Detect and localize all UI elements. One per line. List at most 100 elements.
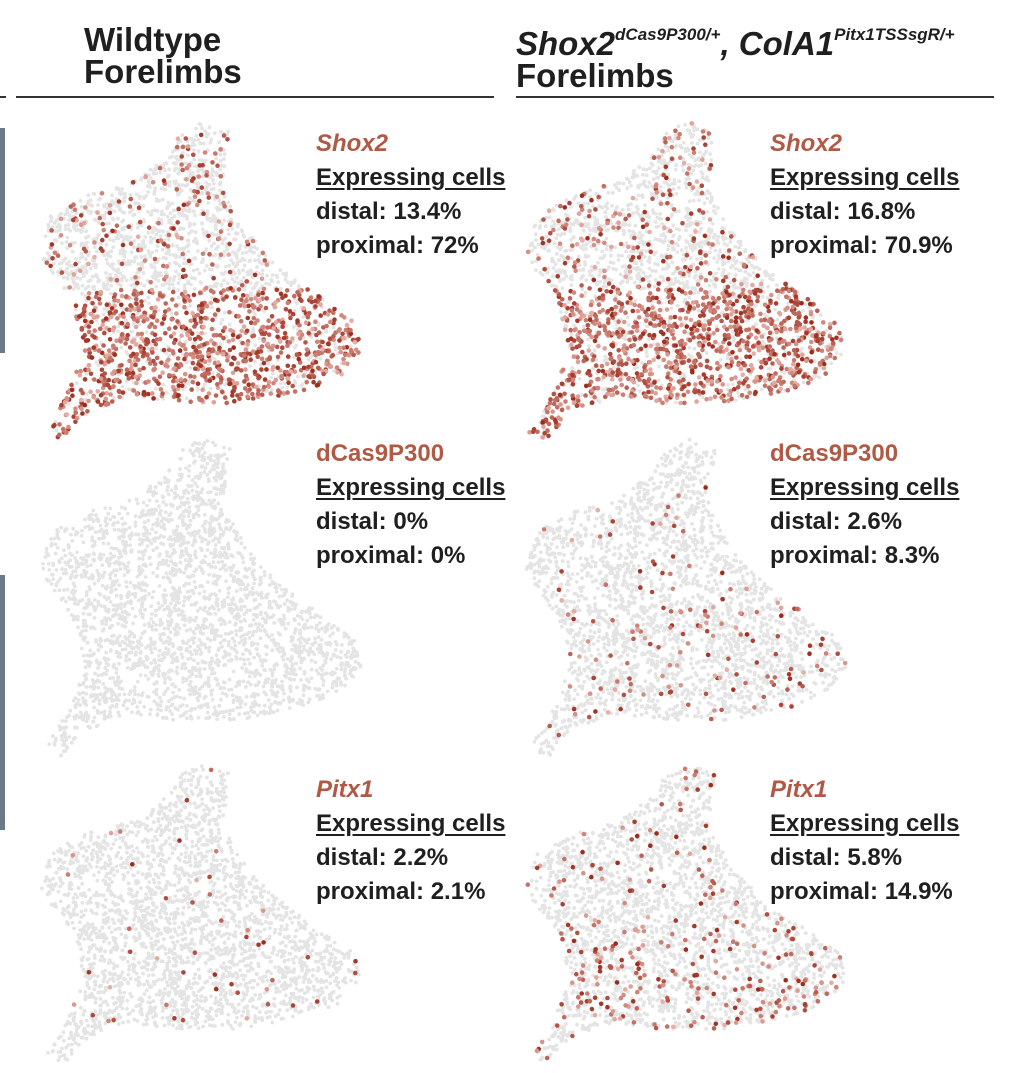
cell-point: [332, 317, 337, 322]
cell-point: [66, 402, 71, 407]
cell-point: [725, 356, 730, 361]
cell-point: [239, 283, 245, 288]
cell-point: [589, 197, 594, 203]
cell-point: [799, 300, 804, 306]
cell-point: [665, 200, 670, 206]
cell-point: [178, 377, 184, 382]
cell-point: [264, 281, 268, 286]
cell-point: [176, 397, 182, 403]
cell-point: [720, 273, 725, 277]
cell-point: [714, 315, 719, 320]
cell-point: [572, 323, 576, 328]
cell-point: [292, 389, 298, 394]
title-mutant-gene2: ColA1: [738, 25, 835, 62]
cell-point: [160, 247, 165, 252]
cell-point: [211, 290, 216, 295]
cell-point: [762, 270, 767, 274]
cell-point: [86, 284, 91, 289]
cell-point: [114, 223, 120, 228]
cell-point: [585, 323, 591, 328]
cell-point: [710, 296, 716, 301]
cell-point: [636, 193, 641, 198]
cell-point: [245, 342, 250, 347]
cell-point: [319, 350, 325, 355]
cell-point: [669, 306, 674, 311]
cell-point: [682, 341, 688, 347]
cell-cloud: [41, 122, 359, 433]
cell-point: [180, 251, 185, 257]
cell-point: [171, 394, 177, 400]
cell-point: [189, 387, 194, 392]
cell-point: [613, 294, 618, 299]
cell-point: [90, 313, 96, 319]
cell-point: [596, 343, 601, 349]
cell-point: [79, 406, 84, 412]
cell-point: [332, 306, 337, 312]
cell-point: [689, 331, 694, 336]
cell-point: [197, 163, 203, 168]
cell-point: [136, 305, 141, 310]
cell-point: [626, 207, 631, 212]
cell-point: [213, 225, 218, 230]
cell-point: [738, 344, 743, 349]
cell-point: [291, 364, 297, 369]
cell-point: [691, 335, 696, 340]
cell-point: [109, 314, 114, 320]
cell-point: [676, 124, 681, 129]
cell-point: [101, 214, 106, 219]
cell-point: [654, 269, 658, 273]
cell-point: [337, 338, 342, 343]
cell-point: [631, 324, 636, 330]
cell-point: [674, 143, 679, 148]
cell-point: [109, 283, 114, 288]
cell-point: [316, 294, 322, 299]
cell-point: [49, 219, 53, 224]
cell-point: [700, 395, 705, 400]
cell-point: [284, 288, 290, 293]
cell-point: [707, 217, 713, 222]
cell-point: [819, 336, 825, 342]
cell-point: [168, 334, 174, 339]
cell-point: [571, 290, 577, 295]
cell-point: [778, 386, 783, 392]
cell-point: [596, 302, 602, 307]
cell-point: [96, 348, 102, 353]
cell-point: [602, 224, 607, 229]
cell-point: [60, 426, 66, 432]
cell-point: [546, 266, 550, 271]
cell-point: [83, 338, 89, 343]
cell-point: [589, 268, 594, 273]
cell-point: [205, 264, 209, 268]
cell-point: [709, 379, 714, 384]
cell-point: [666, 247, 670, 252]
cell-point: [752, 379, 757, 384]
cell-point: [243, 358, 249, 364]
cell-point: [89, 209, 94, 214]
cell-point: [798, 326, 803, 332]
cell-point: [161, 383, 166, 387]
cell-point: [175, 319, 180, 324]
cell-point: [173, 155, 178, 160]
cell-point: [635, 308, 641, 314]
cell-point: [78, 387, 84, 393]
cell-point: [132, 307, 138, 312]
cell-point: [633, 223, 638, 228]
cell-cloud: [527, 122, 844, 439]
cell-point: [678, 281, 682, 285]
cell-point: [116, 388, 122, 394]
cell-point: [156, 279, 161, 283]
cell-point: [765, 348, 771, 353]
cell-point: [166, 200, 171, 205]
cell-point: [142, 310, 147, 316]
cell-point: [593, 313, 599, 319]
cell-point: [169, 317, 174, 322]
cell-point: [172, 274, 177, 279]
cell-point: [94, 290, 100, 296]
cell-point: [220, 241, 225, 246]
cell-point: [253, 296, 258, 301]
cell-point: [743, 281, 748, 285]
cell-point: [202, 150, 208, 155]
cell-point: [702, 233, 708, 239]
cell-point: [107, 210, 113, 216]
cell-point: [150, 350, 155, 355]
